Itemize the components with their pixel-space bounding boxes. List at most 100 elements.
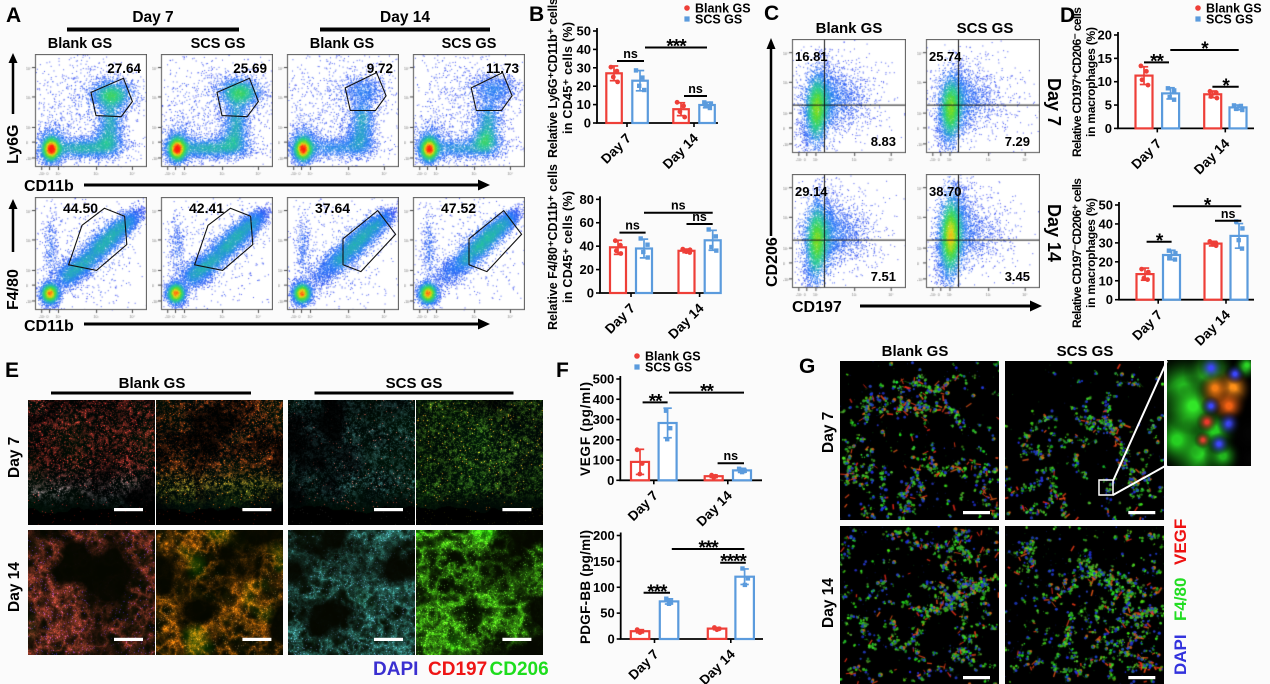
svg-text:20: 20 — [1099, 254, 1113, 269]
svg-text:*: * — [1201, 39, 1209, 60]
svg-text:0: 0 — [584, 116, 591, 131]
svg-text:7.51: 7.51 — [871, 269, 896, 284]
svg-text:PDGF-BB (pg/ml): PDGF-BB (pg/ml) — [578, 530, 593, 644]
svg-text:CD197: CD197 — [428, 659, 487, 680]
svg-text:150: 150 — [593, 554, 615, 569]
svg-text:50: 50 — [600, 606, 614, 621]
svg-text:in macrophages (%): in macrophages (%) — [1084, 198, 1098, 308]
svg-text:DAPI: DAPI — [1171, 634, 1190, 675]
svg-text:38.70: 38.70 — [929, 184, 962, 199]
svg-text:Day 14: Day 14 — [697, 646, 739, 684]
svg-text:Day 14: Day 14 — [380, 9, 430, 26]
svg-text:200: 200 — [593, 528, 615, 543]
svg-text:40: 40 — [580, 239, 594, 254]
svg-text:25.74: 25.74 — [929, 49, 962, 64]
svg-text:Blank GS: Blank GS — [816, 20, 883, 37]
svg-text:G: G — [799, 355, 815, 378]
svg-text:Day 14: Day 14 — [1192, 307, 1234, 349]
svg-text:Blank GS: Blank GS — [695, 2, 751, 16]
svg-text:100: 100 — [593, 453, 615, 468]
svg-text:25.69: 25.69 — [233, 61, 267, 76]
svg-text:SCS GS: SCS GS — [957, 20, 1014, 37]
svg-text:Day 14: Day 14 — [820, 578, 837, 628]
svg-text:50: 50 — [577, 24, 591, 39]
svg-text:Day 7: Day 7 — [1044, 78, 1064, 126]
svg-text:Day 7: Day 7 — [6, 437, 23, 478]
svg-text:****: **** — [720, 552, 747, 573]
svg-text:0: 0 — [607, 473, 614, 488]
svg-text:Day 14: Day 14 — [6, 562, 23, 612]
svg-text:400: 400 — [593, 392, 615, 407]
svg-text:20: 20 — [577, 79, 591, 94]
svg-text:F: F — [556, 359, 569, 382]
svg-text:Day 7: Day 7 — [1128, 136, 1164, 172]
svg-text:***: *** — [647, 582, 668, 603]
svg-text:0: 0 — [587, 286, 594, 301]
svg-text:**: ** — [1150, 51, 1164, 72]
svg-text:30: 30 — [577, 60, 591, 75]
svg-text:SCS GS: SCS GS — [645, 361, 692, 375]
svg-text:10: 10 — [1099, 273, 1113, 288]
svg-text:CD206: CD206 — [764, 237, 781, 287]
svg-text:ns: ns — [692, 210, 707, 224]
svg-text:ns: ns — [625, 219, 640, 233]
svg-text:60: 60 — [580, 215, 594, 230]
svg-text:C: C — [764, 2, 779, 25]
svg-text:8.83: 8.83 — [871, 134, 896, 149]
svg-text:CD197: CD197 — [792, 299, 842, 316]
svg-text:Blank GS: Blank GS — [1206, 2, 1262, 16]
svg-text:40: 40 — [1099, 216, 1113, 231]
svg-text:Blank GS: Blank GS — [119, 375, 186, 392]
svg-text:***: *** — [699, 538, 720, 559]
svg-text:0: 0 — [1105, 121, 1112, 136]
svg-text:0: 0 — [607, 632, 614, 647]
svg-text:E: E — [5, 359, 19, 382]
svg-text:9.72: 9.72 — [367, 61, 393, 76]
svg-text:B: B — [529, 3, 544, 26]
svg-text:Day 14: Day 14 — [1044, 204, 1064, 262]
svg-text:10: 10 — [577, 97, 591, 112]
svg-text:44.50: 44.50 — [63, 200, 98, 216]
svg-text:Day 7: Day 7 — [132, 9, 173, 26]
svg-text:47.52: 47.52 — [441, 200, 476, 216]
svg-text:Day 14: Day 14 — [694, 487, 736, 529]
svg-text:Day 14: Day 14 — [1191, 136, 1233, 178]
svg-text:Day 7: Day 7 — [1129, 307, 1165, 343]
svg-text:Day 14: Day 14 — [660, 130, 702, 172]
svg-text:11.73: 11.73 — [486, 61, 520, 76]
svg-text:27.64: 27.64 — [107, 61, 141, 76]
svg-text:Blank GS: Blank GS — [882, 343, 949, 360]
svg-text:**: ** — [649, 391, 663, 412]
svg-text:Relative CD197⁺CD206⁻ cells: Relative CD197⁺CD206⁻ cells — [1070, 7, 1084, 157]
svg-text:ns: ns — [688, 82, 703, 96]
svg-text:DAPI: DAPI — [373, 659, 418, 680]
svg-text:Day 7: Day 7 — [820, 412, 837, 453]
svg-text:in CD45⁺ cells (%): in CD45⁺ cells (%) — [561, 22, 575, 134]
svg-text:Day 7: Day 7 — [598, 131, 634, 167]
svg-text:20: 20 — [1098, 28, 1112, 43]
svg-text:D: D — [1060, 4, 1075, 27]
svg-text:ns: ns — [623, 47, 638, 61]
svg-text:10: 10 — [1098, 74, 1112, 89]
svg-text:Ly6G: Ly6G — [5, 125, 22, 164]
svg-text:37.64: 37.64 — [315, 200, 350, 216]
svg-text:0: 0 — [1106, 292, 1113, 307]
svg-text:SCS GS: SCS GS — [442, 36, 497, 52]
svg-text:500: 500 — [593, 372, 615, 387]
svg-text:Relative F4/80⁺CD11b⁺ cells: Relative F4/80⁺CD11b⁺ cells — [546, 164, 560, 330]
svg-text:in macrophages (%): in macrophages (%) — [1084, 27, 1098, 137]
svg-text:Blank GS: Blank GS — [48, 36, 113, 52]
svg-text:16.81: 16.81 — [795, 49, 828, 64]
svg-text:ns: ns — [671, 199, 686, 213]
svg-text:200: 200 — [593, 432, 615, 447]
svg-text:CD11b: CD11b — [24, 318, 74, 335]
svg-text:Day 7: Day 7 — [625, 488, 661, 524]
svg-text:20: 20 — [580, 262, 594, 277]
svg-text:*: * — [1204, 195, 1212, 216]
svg-text:**: ** — [700, 382, 714, 403]
svg-text:*: * — [1156, 231, 1164, 252]
svg-text:CD11b: CD11b — [24, 178, 74, 195]
svg-text:Day 7: Day 7 — [602, 301, 638, 337]
svg-text:SCS GS: SCS GS — [1206, 13, 1253, 27]
svg-text:100: 100 — [593, 580, 615, 595]
